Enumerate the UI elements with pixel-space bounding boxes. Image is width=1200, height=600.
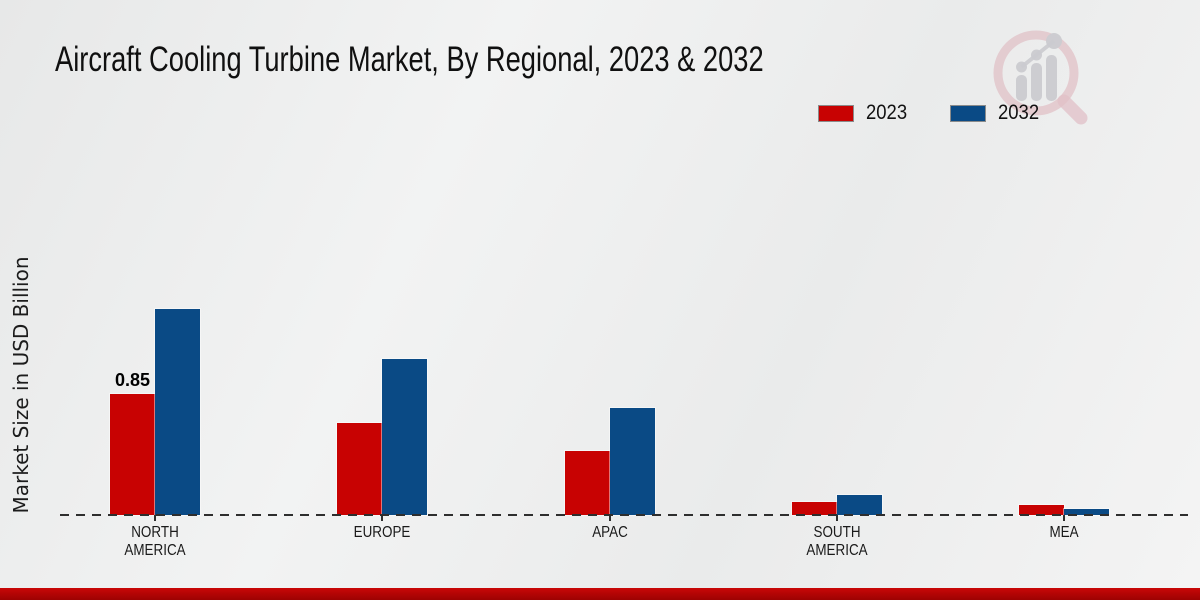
- x-axis-label-apac: APAC: [592, 524, 628, 541]
- bar-2032-mea: [1064, 509, 1109, 515]
- legend-item-2032: 2032: [950, 101, 1045, 125]
- x-axis-label-mea: MEA: [1049, 524, 1079, 541]
- bar-2023-apac: [565, 451, 610, 515]
- bar-2023-europe: [337, 423, 382, 515]
- brand-watermark: [988, 25, 1088, 130]
- magnifier-bar-chart-icon: [993, 30, 1088, 125]
- x-axis-tick-south-america: [836, 515, 838, 521]
- bar-2023-south-america: [792, 502, 837, 515]
- bar-2023-north-america: [110, 394, 155, 515]
- legend-item-2023: 2023: [817, 101, 913, 125]
- bar-value-label-2023-north-america: 0.85: [114, 370, 151, 390]
- legend-label-2023: 2023: [865, 101, 907, 124]
- legend: 2023 2032: [817, 101, 1045, 125]
- x-axis-tick-north-america: [154, 515, 156, 521]
- x-axis-label-south-america: SOUTH AMERICA: [806, 524, 868, 559]
- bar-2032-south-america: [837, 495, 882, 515]
- bar-2032-north-america: [155, 309, 200, 515]
- chart-title: Aircraft Cooling Turbine Market, By Regi…: [55, 40, 764, 79]
- legend-swatch-2032: [950, 104, 987, 122]
- x-axis-tick-apac: [609, 515, 611, 521]
- bar-2032-apac: [610, 408, 655, 515]
- x-axis-tick-mea: [1063, 515, 1065, 521]
- x-axis-tick-europe: [381, 515, 383, 521]
- x-axis-label-europe: EUROPE: [353, 524, 411, 541]
- bar-2032-europe: [382, 359, 427, 515]
- x-axis-line: [60, 514, 1188, 516]
- x-axis-label-north-america: NORTH AMERICA: [124, 524, 186, 559]
- legend-label-2032: 2032: [998, 101, 1040, 124]
- legend-swatch-2023: [817, 104, 854, 122]
- bar-2023-mea: [1019, 505, 1064, 515]
- footer-brand-strip: [0, 588, 1200, 600]
